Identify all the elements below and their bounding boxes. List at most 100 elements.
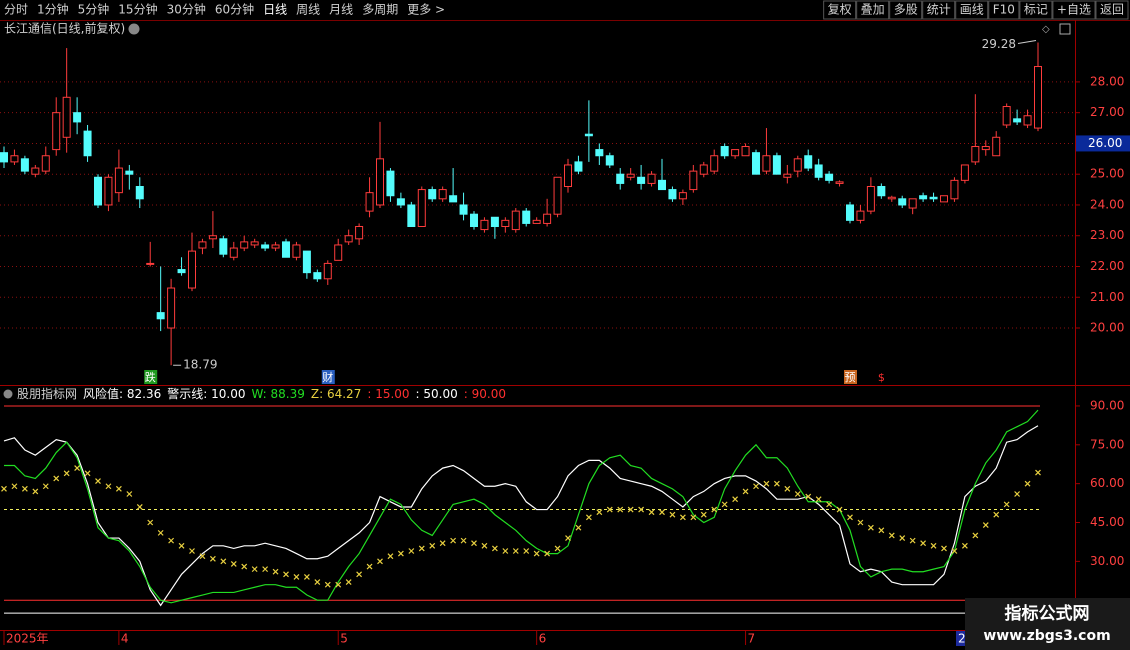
period-tab[interactable]: 30分钟 [167,2,206,17]
candle-body [198,241,207,249]
cross-marker [575,524,582,531]
cross-marker [961,542,968,549]
cross-marker [544,550,551,557]
candle-body [62,96,71,138]
cross-marker [648,509,655,516]
event-marker-bg [844,370,857,384]
candle-body [595,149,604,157]
cross-marker [732,496,739,503]
period-tab[interactable]: 5分钟 [78,2,110,17]
candle-body [543,213,552,224]
period-tab[interactable]: 周线 [296,3,320,17]
candle-body [678,192,687,200]
cross-marker [1035,469,1041,476]
tool-button[interactable]: 叠加 [861,3,885,17]
tool-button[interactable]: 画线 [960,3,984,17]
cross-marker [763,480,770,487]
candle-body [261,244,270,249]
period-tab[interactable]: 日线 [263,3,287,17]
candle-body [428,189,437,200]
cross-marker [21,485,28,492]
cross-marker [199,553,206,560]
legend-name: Z [311,387,319,401]
candle-body [125,170,134,175]
cross-marker [345,579,352,586]
tool-button[interactable]: F10 [993,3,1015,17]
cross-marker [418,545,425,552]
candle-body [898,198,907,206]
candle-body [783,173,792,178]
candle-body [114,167,123,194]
watermark-title: 指标公式网 [1005,603,1090,624]
candle-body [334,244,343,261]
candle-body [825,173,834,181]
tool-button[interactable]: 标记 [1024,3,1048,17]
candle-body [929,196,938,200]
cross-marker [220,558,227,565]
indicator-header: 股朋指标网 风险值: 82.36 警示线: 10.00 W: 88.39 Z: 64.2… [17,386,506,401]
event-marker-bg [144,370,158,384]
tool-button[interactable]: 多股 [894,3,918,17]
candle-body [971,146,980,163]
cross-marker [742,488,749,495]
cross-marker [920,540,927,547]
tool-button[interactable]: 返回 [1100,3,1124,17]
candle-body [156,312,165,320]
cross-marker [272,568,279,575]
cross-marker [95,478,101,484]
period-tab[interactable]: 分时 [4,3,28,17]
period-tab[interactable]: 月线 [329,3,353,17]
cross-marker [189,548,195,554]
period-tab[interactable]: 1分钟 [37,2,69,17]
indicator-title: 股朋指标网 [17,386,77,401]
cross-marker [115,485,122,492]
cross-marker [460,537,467,544]
cross-marker [251,566,258,573]
candle-body [532,219,541,224]
cross-marker [565,535,571,541]
candle-body [240,241,249,249]
tool-button[interactable]: 统计 [927,3,951,17]
y-tick-label: 25.00 [1090,167,1124,181]
tool-button-frame [1052,0,1096,20]
candle-body [219,238,228,255]
cross-marker [794,491,801,497]
period-tab[interactable]: 60分钟 [215,2,254,17]
candle-body [386,170,395,197]
candle-body [83,130,92,157]
cross-marker [585,514,592,521]
cross-marker [878,527,885,534]
dropdown-icon[interactable] [128,23,140,35]
cross-marker [805,493,812,500]
cross-marker [784,485,791,492]
candle-body [846,204,854,221]
tool-button[interactable]: +自选 [1057,3,1091,17]
period-tab[interactable]: 15分钟 [118,2,157,17]
candle-body [167,287,176,329]
icon[interactable] [1059,23,1071,35]
candle-body [480,219,489,231]
cross-marker [596,509,603,516]
cross-marker [168,537,175,544]
legend-name: 风险值 [83,386,119,401]
tool-button[interactable]: 复权 [828,3,852,17]
watermark-box [965,598,1130,650]
y-tick-label: 23.00 [1090,228,1124,242]
candle-body [762,155,771,172]
cross-marker [1024,480,1031,487]
dropdown-icon[interactable] [3,389,13,399]
cross-marker [638,506,645,513]
period-tab[interactable]: 多周期 [362,3,398,17]
candle-body [877,186,886,197]
min-label: 18.79 [183,358,217,372]
candle-body [459,204,468,215]
y-tick-label: 28.00 [1090,74,1124,88]
candle-body [804,155,813,169]
candle-body [73,112,82,123]
icon[interactable]: ◇ [1042,24,1050,35]
cross-marker [815,496,822,503]
cross-marker [502,548,509,554]
candle-body [344,235,353,243]
period-tab[interactable]: 更多 > [407,3,445,17]
